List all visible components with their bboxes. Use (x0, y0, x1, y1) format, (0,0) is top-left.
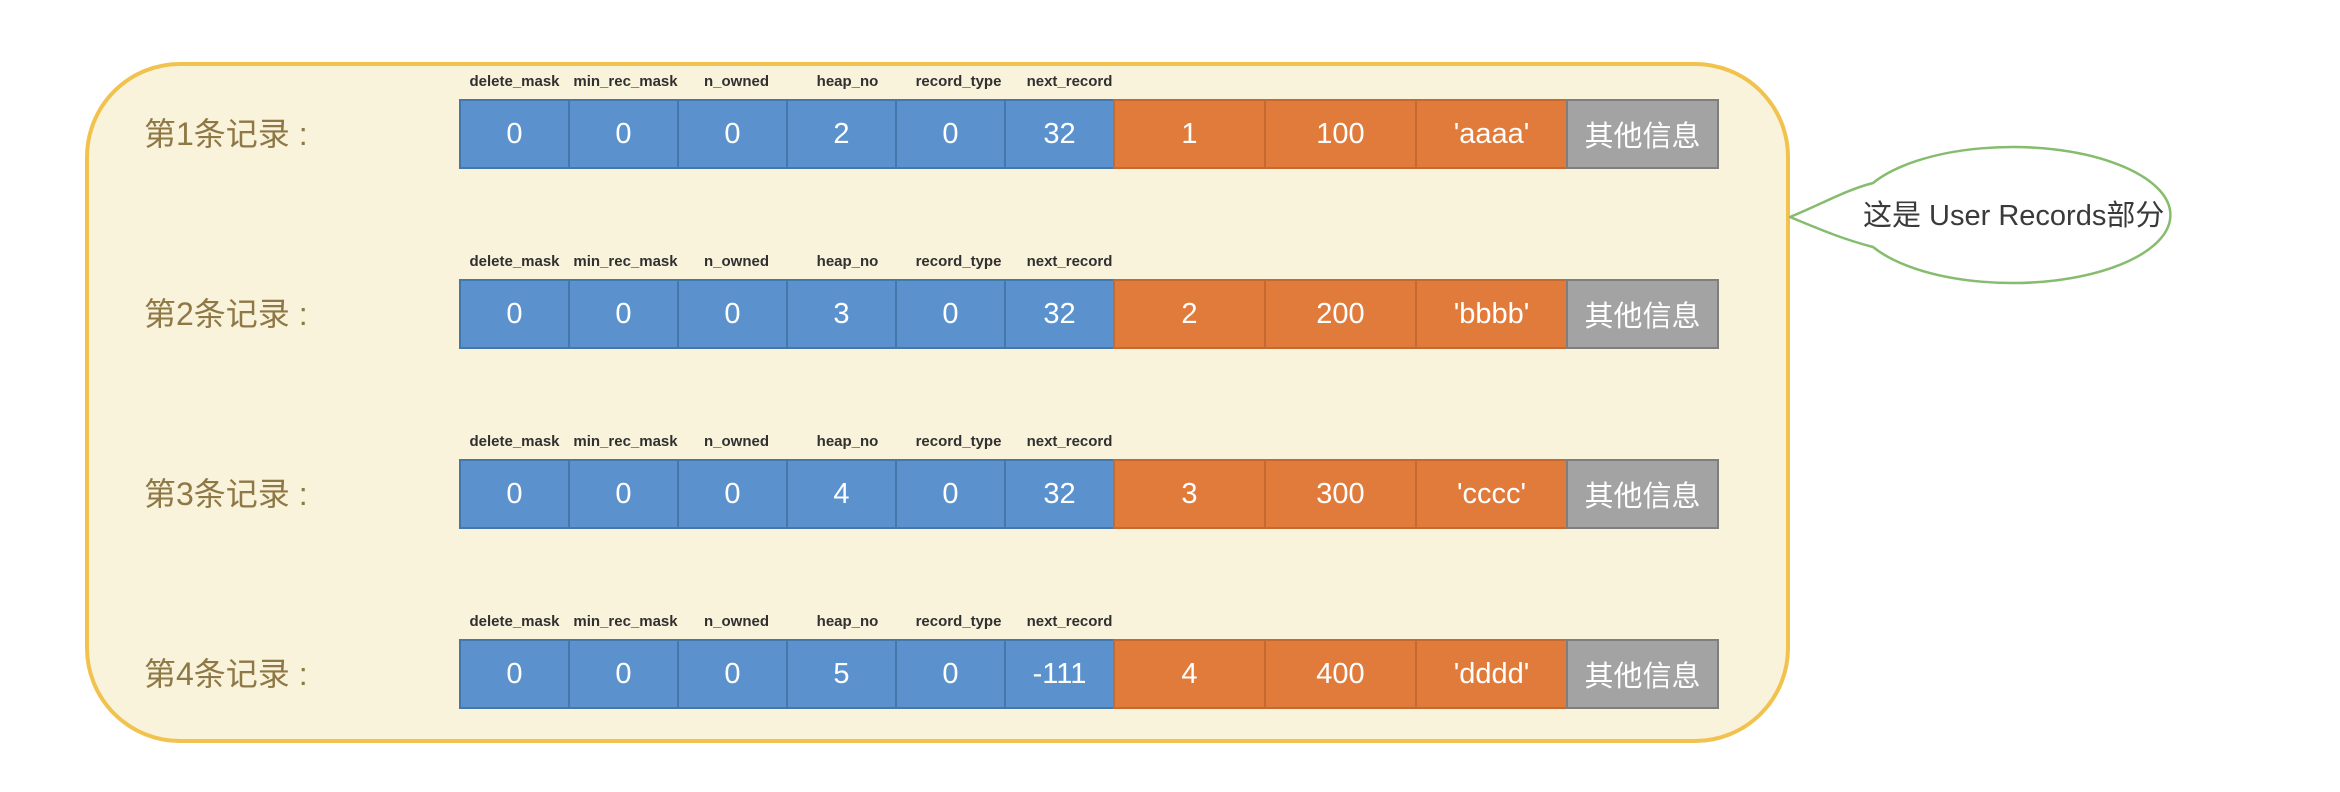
field-headers: delete_mask min_rec_mask n_owned heap_no… (459, 73, 1125, 95)
field-header-delete-mask: delete_mask (469, 253, 560, 270)
cell-other-info: 其他信息 (1566, 279, 1719, 349)
field-header-next-record: next_record (1026, 253, 1113, 270)
field-header-delete-mask: delete_mask (469, 433, 560, 450)
record-strip: 0 0 0 5 0 -111 4 400 'dddd' 其他信息 (459, 639, 1719, 709)
cell-col3-value: 'bbbb' (1415, 279, 1568, 349)
cell-n-owned: 0 (677, 639, 788, 709)
cell-next-record: 32 (1004, 279, 1115, 349)
field-headers: delete_mask min_rec_mask n_owned heap_no… (459, 613, 1125, 635)
cell-min-rec-mask: 0 (568, 279, 679, 349)
record-label: 第4条记录 : (144, 656, 308, 692)
cell-record-type: 0 (895, 459, 1006, 529)
record-row-4: 第4条记录 : delete_mask min_rec_mask n_owned… (89, 613, 1786, 713)
field-header-n-owned: n_owned (703, 433, 769, 450)
field-header-min-rec-mask: min_rec_mask (573, 253, 678, 270)
cell-heap-no: 3 (786, 279, 897, 349)
cell-record-type: 0 (895, 639, 1006, 709)
field-header-n-owned: n_owned (703, 73, 769, 90)
field-header-n-owned: n_owned (703, 613, 769, 630)
field-headers: delete_mask min_rec_mask n_owned heap_no… (459, 253, 1125, 275)
cell-heap-no: 4 (786, 459, 897, 529)
field-header-delete-mask: delete_mask (469, 613, 560, 630)
field-header-record-type: record_type (915, 613, 1002, 630)
cell-n-owned: 0 (677, 459, 788, 529)
cell-heap-no: 5 (786, 639, 897, 709)
field-header-record-type: record_type (915, 253, 1002, 270)
cell-delete-mask: 0 (459, 459, 570, 529)
cell-record-type: 0 (895, 99, 1006, 169)
field-header-next-record: next_record (1026, 433, 1113, 450)
cell-other-info: 其他信息 (1566, 639, 1719, 709)
record-row-1: 第1条记录 : delete_mask min_rec_mask n_owned… (89, 73, 1786, 173)
field-header-next-record: next_record (1026, 613, 1113, 630)
record-label: 第2条记录 : (144, 296, 308, 332)
user-records-panel: 第1条记录 : delete_mask min_rec_mask n_owned… (85, 62, 1790, 743)
field-header-record-type: record_type (915, 73, 1002, 90)
record-strip: 0 0 0 3 0 32 2 200 'bbbb' 其他信息 (459, 279, 1719, 349)
field-header-next-record: next_record (1026, 73, 1113, 90)
record-label: 第1条记录 : (144, 116, 308, 152)
cell-col3-value: 'aaaa' (1415, 99, 1568, 169)
field-header-record-type: record_type (915, 433, 1002, 450)
cell-heap-no: 2 (786, 99, 897, 169)
cell-record-type: 0 (895, 279, 1006, 349)
cell-col1-value: 2 (1113, 279, 1266, 349)
cell-col1-value: 4 (1113, 639, 1266, 709)
cell-col1-value: 3 (1113, 459, 1266, 529)
field-header-min-rec-mask: min_rec_mask (573, 433, 678, 450)
cell-col3-value: 'cccc' (1415, 459, 1568, 529)
field-header-delete-mask: delete_mask (469, 73, 560, 90)
cell-next-record: 32 (1004, 99, 1115, 169)
field-header-heap-no: heap_no (816, 73, 879, 90)
cell-other-info: 其他信息 (1566, 459, 1719, 529)
callout-label: 这是 User Records部分 (1863, 200, 2165, 232)
record-strip: 0 0 0 4 0 32 3 300 'cccc' 其他信息 (459, 459, 1719, 529)
cell-delete-mask: 0 (459, 639, 570, 709)
field-header-n-owned: n_owned (703, 253, 769, 270)
cell-col2-value: 200 (1264, 279, 1417, 349)
field-headers: delete_mask min_rec_mask n_owned heap_no… (459, 433, 1125, 455)
cell-col3-value: 'dddd' (1415, 639, 1568, 709)
cell-col1-value: 1 (1113, 99, 1266, 169)
cell-next-record: 32 (1004, 459, 1115, 529)
field-header-heap-no: heap_no (816, 613, 879, 630)
cell-col2-value: 300 (1264, 459, 1417, 529)
record-row-2: 第2条记录 : delete_mask min_rec_mask n_owned… (89, 253, 1786, 353)
callout-bubble-shape (1788, 145, 2172, 285)
record-strip: 0 0 0 2 0 32 1 100 'aaaa' 其他信息 (459, 99, 1719, 169)
cell-min-rec-mask: 0 (568, 99, 679, 169)
cell-min-rec-mask: 0 (568, 639, 679, 709)
cell-col2-value: 400 (1264, 639, 1417, 709)
field-header-min-rec-mask: min_rec_mask (573, 73, 678, 90)
field-header-min-rec-mask: min_rec_mask (573, 613, 678, 630)
cell-n-owned: 0 (677, 99, 788, 169)
cell-delete-mask: 0 (459, 99, 570, 169)
cell-next-record: -111 (1004, 639, 1115, 709)
field-header-heap-no: heap_no (816, 253, 879, 270)
cell-n-owned: 0 (677, 279, 788, 349)
field-header-heap-no: heap_no (816, 433, 879, 450)
cell-other-info: 其他信息 (1566, 99, 1719, 169)
cell-delete-mask: 0 (459, 279, 570, 349)
record-label: 第3条记录 : (144, 476, 308, 512)
cell-min-rec-mask: 0 (568, 459, 679, 529)
record-row-3: 第3条记录 : delete_mask min_rec_mask n_owned… (89, 433, 1786, 533)
cell-col2-value: 100 (1264, 99, 1417, 169)
